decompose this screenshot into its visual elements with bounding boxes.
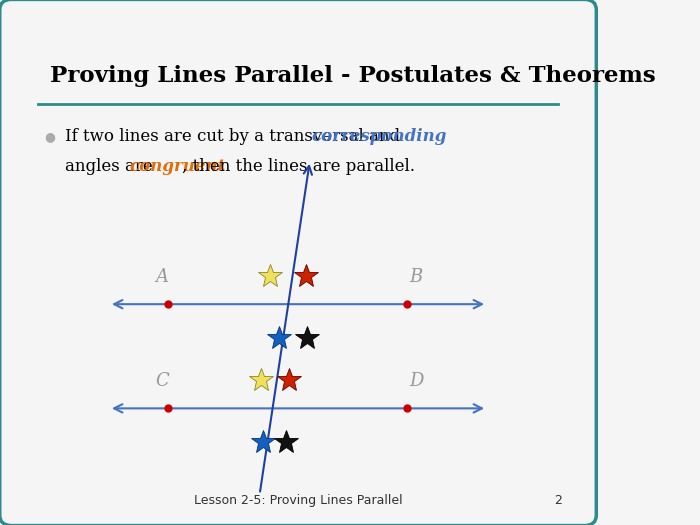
Text: Lesson 2-5: Proving Lines Parallel: Lesson 2-5: Proving Lines Parallel (194, 495, 402, 507)
Text: C: C (155, 372, 169, 390)
Text: , then the lines are parallel.: , then the lines are parallel. (182, 159, 415, 175)
Text: ●: ● (44, 130, 55, 143)
Text: D: D (409, 372, 423, 390)
Text: 2: 2 (554, 495, 562, 507)
Text: If two lines are cut by a transversal and: If two lines are cut by a transversal an… (64, 128, 405, 145)
Text: angles are: angles are (64, 159, 158, 175)
FancyBboxPatch shape (0, 0, 596, 525)
Text: corresponding: corresponding (312, 128, 447, 145)
Text: congruent: congruent (130, 159, 225, 175)
Text: B: B (410, 268, 423, 286)
Text: Proving Lines Parallel - Postulates & Theorems: Proving Lines Parallel - Postulates & Th… (50, 65, 656, 87)
Text: A: A (155, 268, 169, 286)
